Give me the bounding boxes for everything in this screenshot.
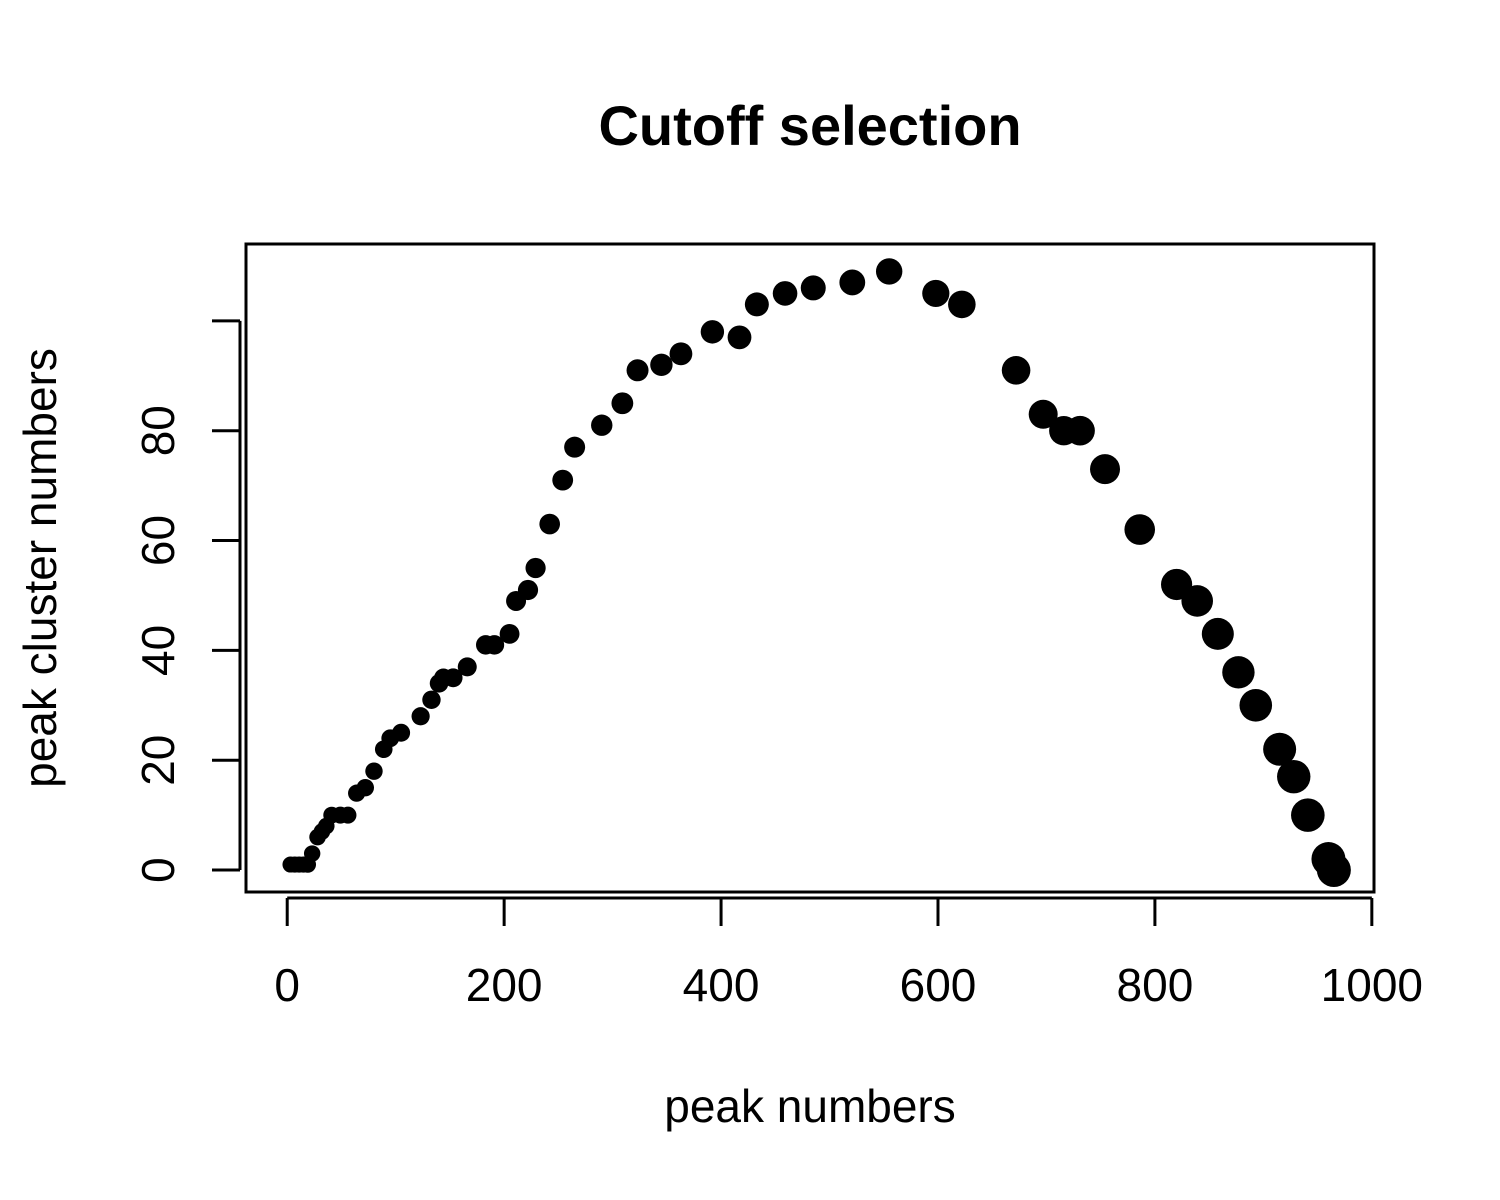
data-point [539,513,560,535]
y-tick-label: 40 [132,625,184,676]
data-point [303,845,321,862]
data-point [499,623,520,644]
data-point [457,657,477,677]
data-point [611,392,634,415]
data-point [1239,688,1273,722]
data-point [339,806,357,824]
data-point [517,579,539,601]
data-point [1124,514,1156,545]
x-tick-label: 800 [1117,959,1194,1011]
data-point [875,258,903,285]
x-axis: 0 200 400 600 800 1000 [274,896,1423,1011]
data-point [411,707,430,726]
data-point [744,292,769,317]
data-point [800,275,826,301]
data-point [1065,415,1095,446]
data-point [839,269,866,296]
data-point [1090,454,1121,485]
data-point [422,690,441,709]
data-point [552,469,574,491]
data-point [484,635,505,655]
data-point [591,414,613,436]
data-point [727,325,752,350]
data-point [443,668,463,688]
data-point [1222,656,1255,689]
data-point [626,359,649,382]
data-point [564,436,586,458]
x-tick-label: 600 [900,959,977,1011]
x-tick-label: 200 [466,959,543,1011]
y-tick-label: 20 [132,735,184,786]
plot-area [244,242,1376,894]
data-point [772,281,798,306]
chart-title: Cutoff selection [598,94,1021,157]
data-point [1291,798,1325,832]
data-point [1201,617,1234,650]
data-point [365,762,383,780]
data-point [392,723,411,742]
data-points [282,258,1351,888]
data-point [922,279,950,308]
x-axis-label: peak numbers [664,1080,956,1132]
x-tick-label: 1000 [1321,959,1423,1011]
x-tick-label: 0 [274,959,300,1011]
data-point [700,320,725,344]
y-tick-label: 0 [132,857,184,883]
y-axis: 0 20 40 60 80 [132,319,242,883]
data-point [1263,732,1297,766]
data-point [356,778,375,797]
y-tick-label: 60 [132,515,184,566]
data-point [1277,759,1311,794]
data-point [948,290,976,319]
data-point [669,342,693,366]
data-point [1028,399,1058,429]
data-point [650,353,673,377]
x-tick-label: 400 [683,959,760,1011]
data-point [1001,356,1031,385]
y-tick-label: 80 [132,405,184,456]
y-axis-label: peak cluster numbers [14,348,66,788]
data-point [1181,585,1214,617]
data-point [525,557,546,579]
data-point [1316,853,1351,888]
